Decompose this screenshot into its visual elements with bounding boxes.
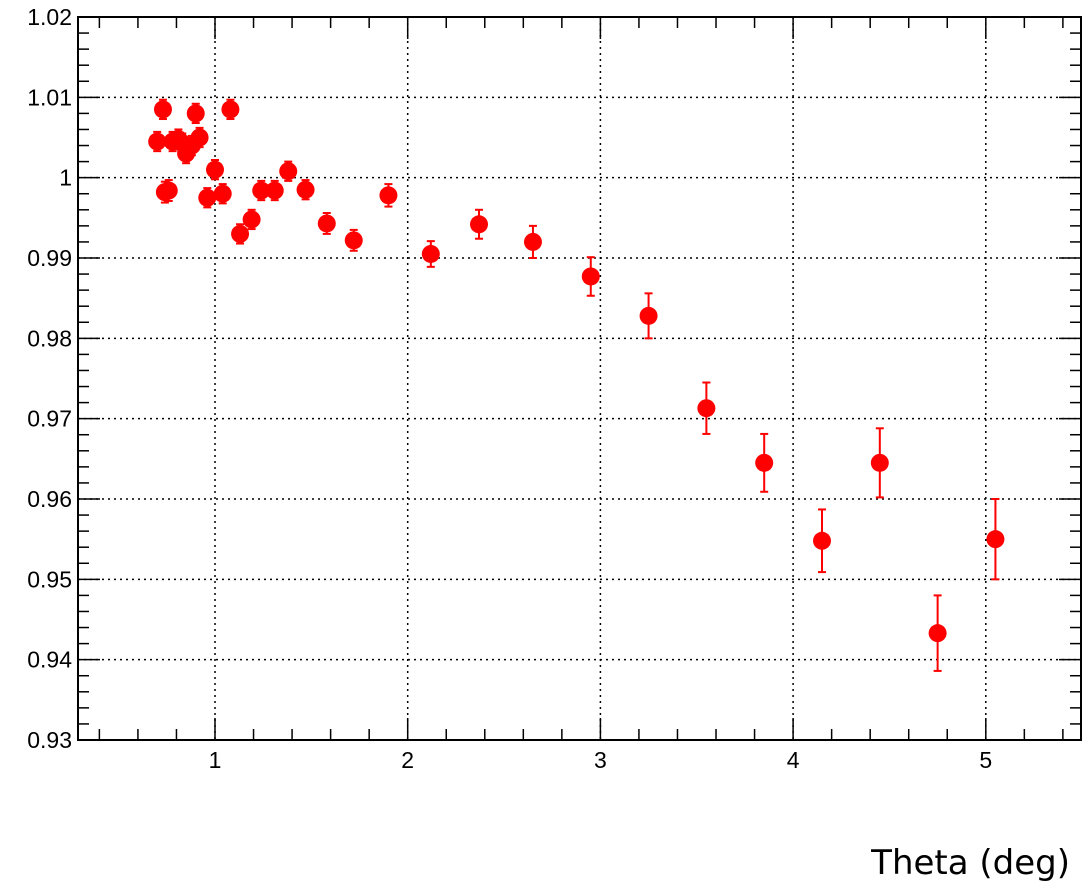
data-point [265, 181, 284, 200]
data-point [697, 399, 716, 418]
data-point [198, 188, 217, 207]
x-tick-label: 4 [787, 747, 800, 773]
y-tick-label: 1 [59, 165, 72, 191]
y-tick-label: 0.99 [27, 245, 72, 271]
data-point [986, 530, 1005, 549]
y-tick-label: 1.02 [27, 4, 72, 30]
data-point [317, 214, 336, 233]
data-point [870, 453, 889, 472]
data-point [344, 231, 363, 250]
data-point [153, 100, 172, 119]
y-tick-label: 0.97 [27, 406, 72, 432]
x-tick-label: 5 [979, 747, 992, 773]
data-point [279, 162, 298, 181]
y-tick-label: 0.95 [27, 566, 72, 592]
y-tick-label: 1.01 [27, 84, 72, 110]
data-point [421, 244, 440, 263]
axis-ticks [78, 16, 1081, 741]
data-point [469, 215, 488, 234]
data-points [148, 98, 1005, 672]
data-point [639, 306, 658, 325]
data-point [252, 181, 271, 200]
data-point [186, 104, 205, 123]
data-point [213, 184, 232, 203]
data-point [581, 267, 600, 286]
y-tick-label: 0.93 [27, 727, 72, 753]
data-point [159, 181, 178, 200]
data-point [206, 160, 224, 179]
plot-frame [77, 16, 1082, 741]
y-tick-label: 0.94 [27, 647, 72, 673]
data-point [221, 100, 240, 119]
y-axis-tick-labels: 0.93 0.94 0.95 0.96 0.97 0.98 0.99 1 1.01 1.02 [27, 4, 72, 753]
data-point [296, 180, 315, 199]
data-point [231, 224, 250, 243]
data-point [190, 128, 209, 147]
grid-lines [78, 17, 1081, 740]
y-tick-label: 0.96 [27, 486, 72, 512]
x-axis-label: Theta (deg) [870, 843, 1070, 883]
x-tick-label: 1 [209, 747, 222, 773]
data-point [928, 624, 947, 643]
data-point [755, 453, 774, 472]
data-point [813, 531, 832, 550]
x-axis-tick-labels: 1 2 3 4 5 [209, 747, 993, 773]
data-point [148, 132, 167, 151]
x-tick-label: 2 [401, 747, 414, 773]
data-point [523, 232, 542, 251]
data-point [379, 186, 398, 205]
data-point [242, 210, 261, 229]
x-tick-label: 3 [594, 747, 607, 773]
y-tick-label: 0.98 [27, 325, 72, 351]
